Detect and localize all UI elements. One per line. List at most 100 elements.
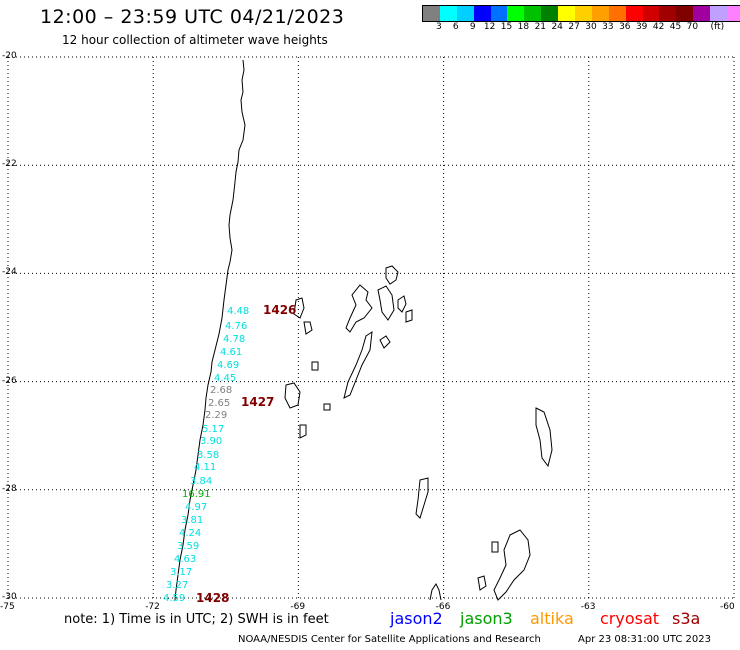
pass-time-label: 1428 xyxy=(196,591,229,605)
legend-label: 36 xyxy=(619,22,631,32)
island xyxy=(385,265,399,285)
legend-label: 6 xyxy=(452,22,459,32)
latitude-tick-label: -30 xyxy=(2,592,17,602)
legend-swatch xyxy=(456,6,474,21)
island xyxy=(377,285,395,321)
legend-label: (ft) xyxy=(710,22,725,32)
footer-date: Apr 23 08:31:00 UTC 2023 xyxy=(578,634,711,645)
wave-height-label: 4.11 xyxy=(194,462,216,473)
footer-note: note: 1) Time is in UTC; 2) SWH is in fe… xyxy=(64,612,329,627)
legend-swatch xyxy=(524,6,542,21)
wave-height-label: 5.17 xyxy=(202,424,224,435)
map-grid xyxy=(7,56,735,599)
wave-height-label: 2.29 xyxy=(205,410,227,421)
pass-time-label: 1427 xyxy=(241,395,274,409)
legend-label: 45 xyxy=(669,22,682,32)
satellite-name: s3a xyxy=(672,609,701,628)
legend-swatch xyxy=(642,6,660,21)
satellite-name: cryosat xyxy=(600,609,660,628)
coastline xyxy=(174,59,553,601)
longitude-tick-label: -72 xyxy=(145,602,160,612)
legend-label: 33 xyxy=(602,22,614,32)
legend-swatch xyxy=(473,6,491,21)
wave-height-label: 4.45 xyxy=(214,373,236,384)
wave-height-labels: 4.48 4.76 4.78 4.61 4.69 4.452.68 2.652.29 5.17… xyxy=(163,303,296,605)
legend-label: 12 xyxy=(483,22,496,32)
wave-height-label: 4.24 xyxy=(179,528,201,539)
wave-height-label: 4.63 xyxy=(174,554,196,565)
latitude-tick-label: -24 xyxy=(2,267,17,278)
legend-label: 42 xyxy=(652,22,665,32)
longitude-tick-label: -75 xyxy=(0,602,15,612)
island xyxy=(405,309,413,323)
wave-height-label: 4.69 xyxy=(217,360,239,371)
wave-height-label: 3.17 xyxy=(170,567,192,578)
legend-label: 18 xyxy=(517,22,530,32)
island xyxy=(343,330,373,399)
page-subtitle: 12 hour collection of altimeter wave hei… xyxy=(62,33,328,47)
longitude-tick-label: -66 xyxy=(435,602,451,612)
wave-height-label: 2.65 xyxy=(208,398,230,409)
legend-swatch xyxy=(439,6,457,21)
satellite-name: jason2 xyxy=(390,609,443,628)
page-title: 12:00 – 23:59 UTC 04/21/2023 xyxy=(40,6,345,28)
legend-swatch xyxy=(423,6,440,21)
longitude-tick-label: -63 xyxy=(580,602,596,612)
legend-label: 9 xyxy=(469,22,476,32)
wave-height-label: 4.59 xyxy=(163,593,185,604)
pass-time-label: 1426 xyxy=(263,303,296,317)
legend-label: 15 xyxy=(500,22,513,32)
legend-swatch xyxy=(608,6,626,21)
legend-swatch xyxy=(507,6,525,21)
wave-height-label: 3.81 xyxy=(181,515,203,526)
latitude-tick-label: -28 xyxy=(2,483,17,494)
wave-height-label: 3.59 xyxy=(177,541,199,552)
legend-label: 21 xyxy=(534,22,547,32)
legend-swatch xyxy=(558,6,576,21)
island xyxy=(477,575,487,591)
legend-label: 70 xyxy=(686,22,699,32)
island xyxy=(493,529,531,601)
island xyxy=(323,403,331,411)
wave-height-label: 4.76 xyxy=(225,321,247,332)
legend-swatch xyxy=(710,6,728,21)
legend-swatch xyxy=(490,6,508,21)
island xyxy=(535,407,553,468)
legend-swatch xyxy=(659,6,677,21)
wave-height-label: 3.58 xyxy=(197,450,219,461)
wave-height-label: 4.48 xyxy=(227,306,249,317)
island xyxy=(379,335,391,349)
longitude-tick-label: -60 xyxy=(720,602,735,612)
island xyxy=(299,424,307,439)
coastline-east xyxy=(429,583,442,601)
wave-height-label: 3.27 xyxy=(166,580,188,591)
wave-height-label: 4.61 xyxy=(220,347,242,358)
latitude-tick-label: -20 xyxy=(2,51,17,61)
wave-height-label: 4.78 xyxy=(223,334,245,345)
legend-swatch xyxy=(625,6,643,21)
legend-label: 24 xyxy=(551,22,563,32)
wave-height-label: 3.84 xyxy=(190,476,212,487)
island xyxy=(397,295,407,313)
island xyxy=(491,541,499,553)
legend-swatch xyxy=(676,6,694,21)
wave-height-label: 16.91 xyxy=(182,489,211,500)
longitude-tick-label: -69 xyxy=(290,602,306,612)
island xyxy=(284,382,301,409)
island xyxy=(415,477,429,519)
wave-height-label: 2.68 xyxy=(210,385,232,396)
legend-label: 30 xyxy=(585,22,597,32)
wave-height-label: 3.90 xyxy=(200,436,222,447)
satellite-name: altika xyxy=(530,609,574,628)
legend-swatch xyxy=(591,6,609,21)
latitude-tick-label: -26 xyxy=(2,375,17,386)
latitude-tick-label: -22 xyxy=(2,159,17,170)
legend-swatch xyxy=(575,6,592,21)
wave-height-label: 4.97 xyxy=(185,502,207,513)
island xyxy=(303,321,313,335)
legend-swatch xyxy=(727,6,740,21)
legend-swatch xyxy=(693,6,711,21)
island xyxy=(293,297,305,319)
coastline-mainland xyxy=(174,59,246,601)
